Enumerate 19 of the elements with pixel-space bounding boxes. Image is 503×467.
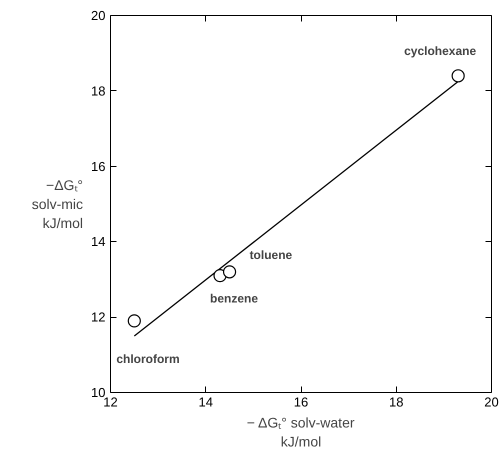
x-tick-label: 16	[294, 394, 308, 410]
y-tick-label: 10	[91, 385, 106, 400]
y-axis-title: −ΔGₜ° solv-mic kJ/mol	[32, 176, 84, 232]
x-tick-label: 14	[198, 394, 213, 410]
annotation: chloroform	[116, 352, 180, 366]
annotation: benzene	[210, 292, 258, 306]
y-tick-label: 20	[91, 8, 106, 23]
y-tick-label: 14	[91, 234, 106, 250]
x-axis-title: − ΔGₜ° solv-water kJ/mol	[246, 414, 355, 450]
point	[452, 69, 465, 82]
annotation: cyclohexane	[404, 44, 476, 58]
x-tick-label: 20	[484, 394, 499, 410]
x-tick-label: 18	[389, 394, 404, 410]
y-tick-label: 18	[91, 83, 106, 98]
point	[222, 265, 236, 278]
y-tick-label: 12	[91, 310, 106, 325]
annotation: toluene	[250, 248, 293, 262]
point	[128, 314, 141, 328]
y-tick-label: 16	[91, 158, 106, 174]
